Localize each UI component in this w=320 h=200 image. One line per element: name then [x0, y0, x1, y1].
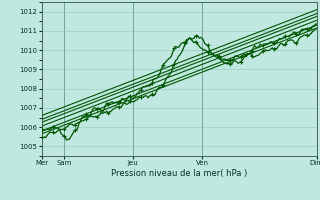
X-axis label: Pression niveau de la mer( hPa ): Pression niveau de la mer( hPa ) — [111, 169, 247, 178]
